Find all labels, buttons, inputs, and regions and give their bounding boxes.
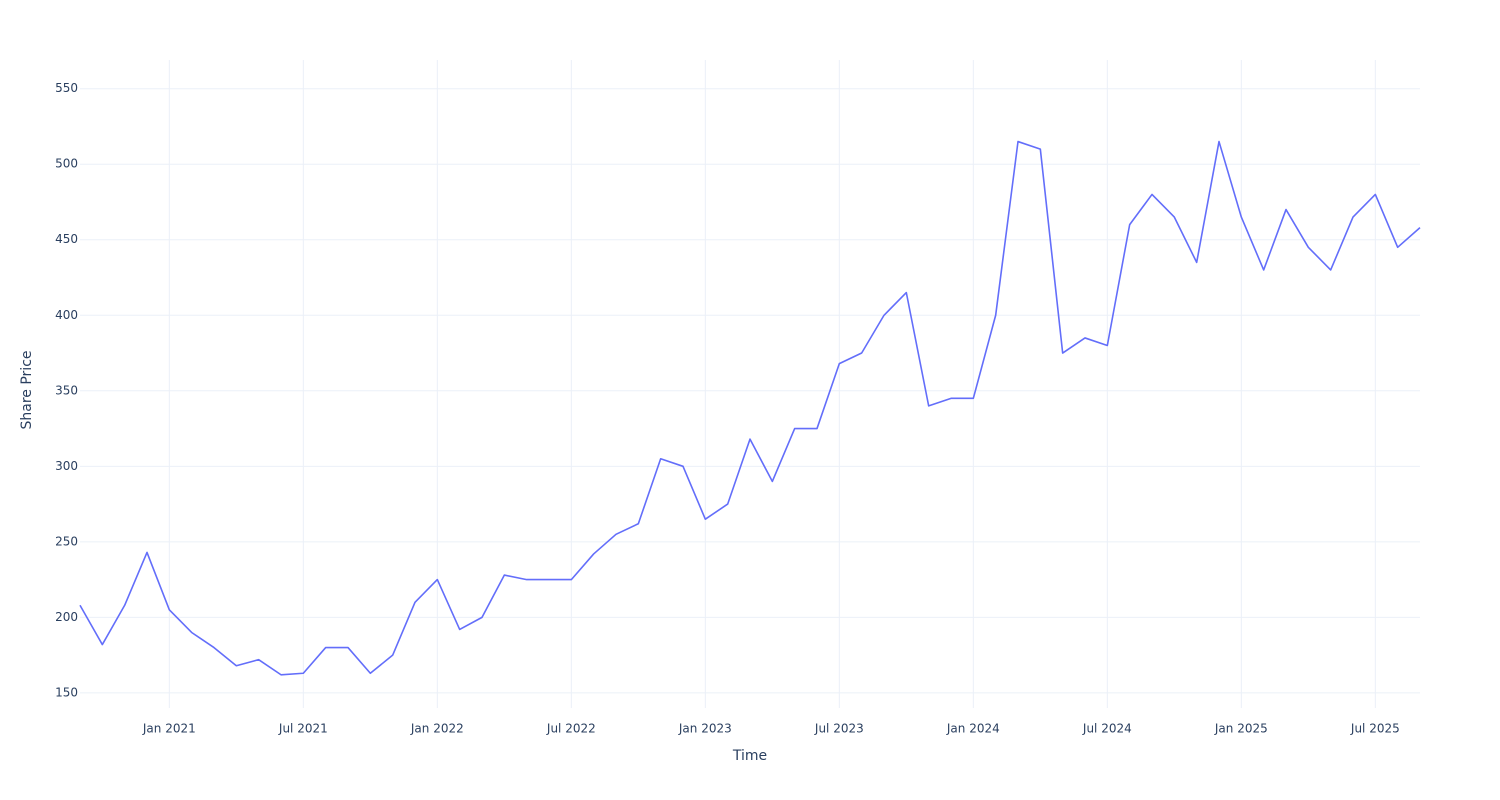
x-tick-label: Jan 2023 <box>678 722 732 736</box>
y-tick-label: 450 <box>55 232 78 246</box>
y-axis-title: Share Price <box>19 350 35 429</box>
x-tick-label: Jul 2023 <box>814 722 864 736</box>
y-tick-label: 350 <box>55 383 78 397</box>
x-tick-label: Jul 2025 <box>1350 722 1400 736</box>
y-tick-label: 250 <box>55 534 78 548</box>
x-tick-label: Jan 2024 <box>946 722 1000 736</box>
x-tick-label: Jan 2021 <box>142 722 196 736</box>
y-tick-label: 500 <box>55 157 78 171</box>
y-tick-label: 550 <box>55 81 78 95</box>
y-tick-label: 400 <box>55 308 78 322</box>
y-tick-label: 200 <box>55 610 78 624</box>
x-axis-title: Time <box>732 748 767 764</box>
x-tick-label: Jul 2024 <box>1082 722 1132 736</box>
x-tick-label: Jan 2025 <box>1214 722 1268 736</box>
y-tick-label: 150 <box>55 685 78 699</box>
y-tick-label: 300 <box>55 459 78 473</box>
price-line <box>79 140 1421 676</box>
x-tick-label: Jul 2022 <box>546 722 596 736</box>
x-tick-label: Jul 2021 <box>278 722 328 736</box>
x-tick-label: Jan 2022 <box>410 722 464 736</box>
